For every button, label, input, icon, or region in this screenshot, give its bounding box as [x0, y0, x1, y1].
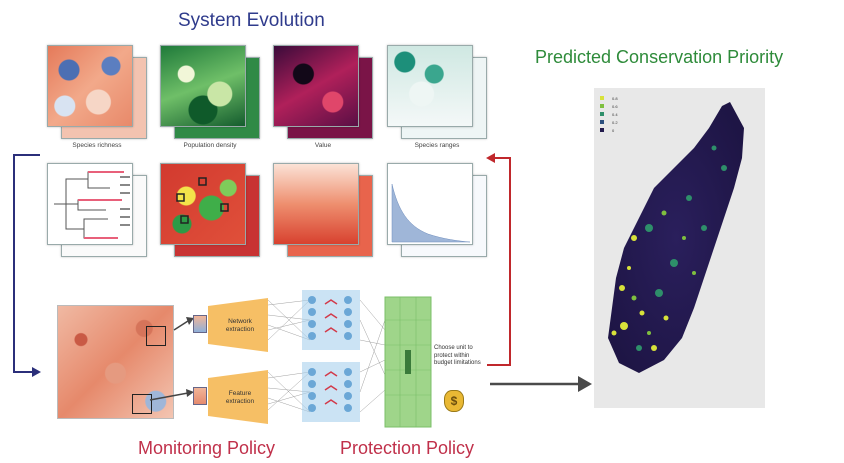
species-ranges-tile [387, 45, 487, 140]
money-symbol: $ [450, 394, 458, 408]
patch-top [193, 315, 207, 333]
phylogeny-tree-icon [54, 171, 130, 239]
selected-cell-top [146, 326, 166, 346]
money-bag-icon: $ [444, 390, 464, 412]
phylogeny-tile [47, 163, 147, 258]
species-richness-tile [47, 45, 147, 140]
legend-label-1: 0.6 [612, 103, 618, 109]
monitored-units-tile [160, 163, 260, 258]
distribution-tile [387, 163, 487, 258]
madagascar-map [608, 102, 744, 373]
legend-label-4: 0 [612, 127, 615, 133]
survey-squares-icon [176, 177, 229, 224]
system-evolution-title: System Evolution [178, 10, 325, 31]
value-tile [273, 45, 373, 140]
extractor-top-label: Network extraction [225, 318, 255, 333]
tile-label-species-richness: Species richness [72, 142, 122, 149]
extractor-bottom: Feature extraction [208, 370, 268, 424]
legend-label-0: 0.8 [612, 95, 618, 101]
protection-policy-title: Protection Policy [340, 438, 475, 458]
patch-bottom [193, 387, 207, 405]
priority-map-frame: 0.8 0.6 0.4 0.2 0 [594, 88, 765, 408]
monitoring-policy-title: Monitoring Policy [138, 438, 276, 458]
legend-label-2: 0.4 [612, 111, 618, 117]
selected-cell-bottom [132, 394, 152, 414]
choose-unit-text: Choose unit to protect within budget lim… [434, 345, 481, 366]
legend-label-3: 0.2 [612, 119, 618, 125]
population-density-tile [160, 45, 260, 140]
cost-gradient-tile [273, 163, 373, 258]
extractor-top: Network extraction [208, 298, 268, 352]
tile-label-species-ranges: Species ranges [414, 142, 460, 149]
decay-histogram-icon [391, 183, 471, 243]
tile-label-population-density: Population density [183, 142, 237, 149]
predicted-priority-title: Predicted Conservation Priority [535, 47, 784, 67]
extractor-bottom-label: Feature extraction [225, 390, 255, 405]
priority-legend: 0.8 0.6 0.4 0.2 0 [600, 94, 640, 134]
tile-label-value: Value [314, 142, 332, 149]
